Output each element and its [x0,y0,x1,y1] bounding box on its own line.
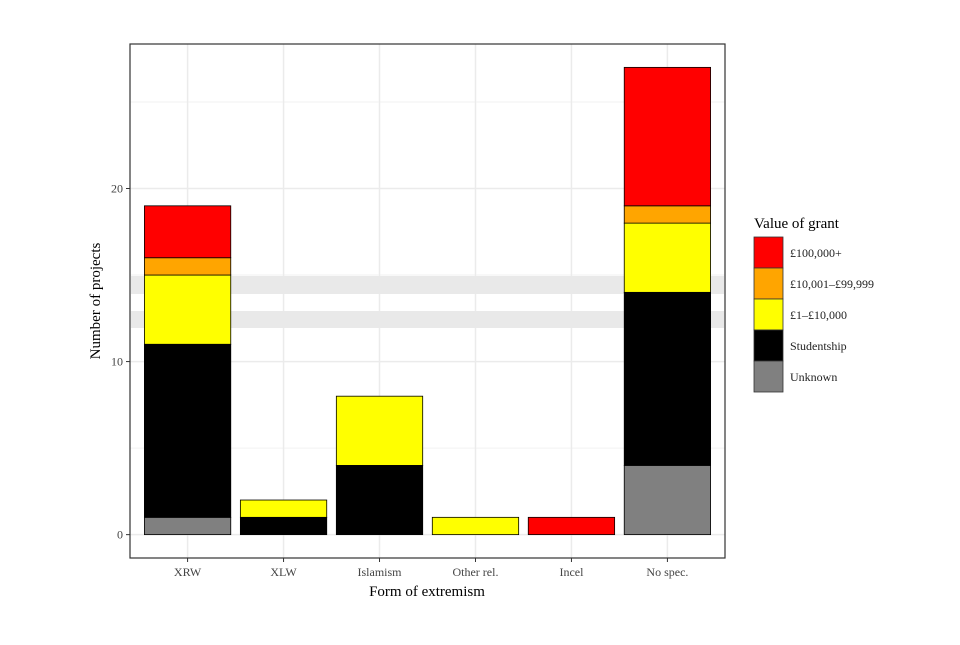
legend-label: Unknown [790,370,837,384]
y-tick-label: 20 [111,182,123,196]
x-tick-label: XLW [270,565,297,579]
bar-segment--100-000- [623,66,712,207]
legend-swatch [753,236,784,269]
bar-segment--100-000- [527,516,616,536]
x-tick-label: Incel [559,565,584,579]
bar-segment-studentship [239,516,328,536]
legend-title: Value of grant [754,216,840,232]
legend-swatch [753,329,784,362]
bar-segment--100-000- [143,205,232,259]
legend-swatch [753,360,784,393]
bar-segment--1-10-000 [623,222,712,293]
x-tick-label: No spec. [646,565,688,579]
bar-segment-unknown [143,516,232,536]
legend-swatch [753,267,784,300]
x-axis-label: Form of extremism [369,584,485,600]
bar-segment--1-10-000 [143,274,232,345]
y-axis-label: Number of projects [88,243,104,360]
x-tick-label: Islamism [358,565,403,579]
bar-segment-unknown [623,465,712,536]
bar-segment--1-10-000 [431,516,520,536]
plot-border [129,43,726,559]
bar-segment-studentship [335,465,424,536]
bar-segment-studentship [623,291,712,466]
y-tick-label: 10 [111,355,123,369]
bar-segment--10-001-99-999 [623,205,712,224]
x-tick-label: Other rel. [452,565,498,579]
legend-label: £10,001–£99,999 [790,277,874,291]
legend-swatch [753,298,784,331]
gray-band [131,276,724,294]
bar-segment--10-001-99-999 [143,257,232,276]
bar-segment--1-10-000 [239,499,328,518]
bar-segment--1-10-000 [335,395,424,466]
legend-label: £100,000+ [790,246,842,260]
y-tick-label: 0 [117,528,123,542]
bar-segment-studentship [143,343,232,518]
x-tick-label: XRW [174,565,202,579]
legend-label: Studentship [790,339,847,353]
legend-label: £1–£10,000 [790,308,847,322]
gray-band [131,311,724,328]
